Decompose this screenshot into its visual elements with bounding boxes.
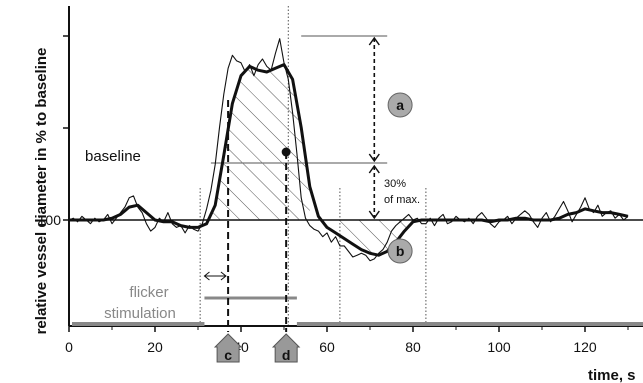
marker-d-arrow [271, 333, 301, 363]
x-axis-label: time, s [588, 367, 636, 383]
x-tick-label-6: 120 [573, 339, 597, 355]
marker-d-text: d [282, 347, 291, 363]
x-tick-label-5: 100 [487, 339, 511, 355]
series-lines [69, 38, 629, 262]
delay-arrow-right [220, 271, 227, 281]
marker-b-circle [387, 238, 413, 264]
x-tick-label-1: 20 [147, 339, 163, 355]
arrow-30-head-top [368, 164, 380, 174]
peak-time-dot [281, 147, 291, 157]
stimulation-label: stimulation [104, 305, 176, 322]
guide-lines [199, 6, 427, 326]
y-tick-label-100: 100 [38, 212, 62, 228]
arrow-a-head-bottom [368, 153, 380, 163]
arrow-30-head-bottom [368, 210, 380, 220]
marker-a-circle [387, 92, 413, 118]
hatched-area-b [318, 216, 444, 256]
smoothed-trace-line [69, 63, 629, 257]
delay-arrow-left [203, 271, 210, 281]
y-axis-label: relative vessel diameter in % to baselin… [33, 48, 50, 335]
marker-a-text: a [396, 97, 404, 113]
x-tick-label-0: 0 [65, 339, 73, 355]
flicker-label: flicker [129, 284, 168, 301]
x-tick-label-3: 60 [319, 339, 335, 355]
axes: 100020406080100120 [38, 6, 643, 355]
marker-c-text: c [224, 347, 232, 363]
annotation-marks: a b c d [203, 36, 413, 363]
arrow-a-head-top [368, 36, 380, 46]
x-tick-label-4: 80 [405, 339, 421, 355]
percent-label-line2: of max. [384, 194, 420, 206]
marker-c-arrow [213, 333, 243, 363]
baseline-label: baseline [85, 148, 141, 165]
marker-b-text: b [396, 243, 405, 259]
percent-label: 30% [384, 178, 406, 190]
